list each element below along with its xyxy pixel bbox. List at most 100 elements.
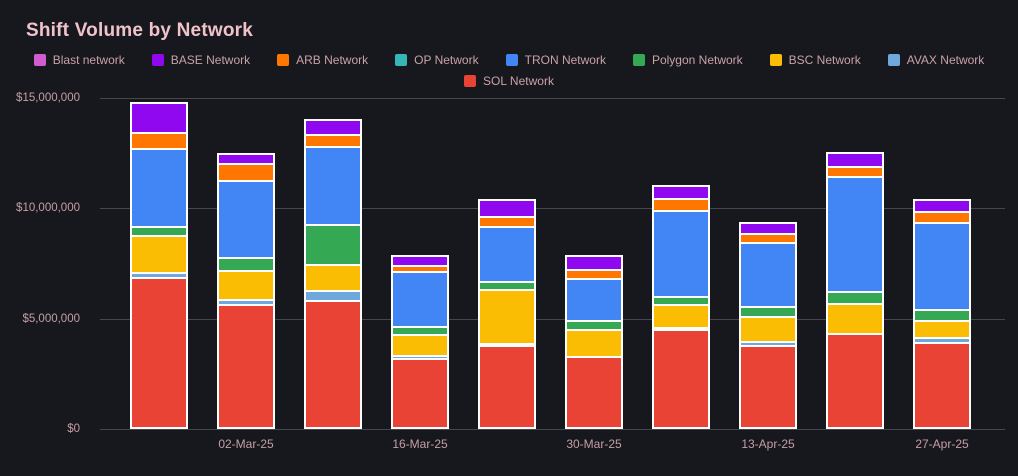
legend-swatch-icon: [887, 54, 900, 66]
legend-label: OP Network: [414, 53, 479, 67]
bar-segment-tron-network: [306, 146, 360, 225]
legend-item-arb-network[interactable]: ARB Network: [277, 53, 368, 67]
legend-label: SOL Network: [483, 74, 554, 88]
bar-segment-bsc-network: [915, 319, 969, 337]
bar-segment-bsc-network: [393, 333, 447, 356]
bar-segment-arb-network: [219, 163, 273, 180]
bar-segment-base-network: [306, 120, 360, 135]
y-tick-label: $10,000,000: [16, 202, 80, 215]
bar-segment-arb-network: [567, 269, 621, 279]
bar-segment-base-network: [219, 154, 273, 164]
legend-row: SOL Network: [464, 74, 554, 88]
legend-label: Polygon Network: [651, 53, 743, 67]
bar-segment-arb-network: [306, 134, 360, 146]
bar-segment-polygon-network: [306, 224, 360, 264]
chart-plot-area: $0 $5,000,000 $10,000,000 $15,000,000: [16, 92, 1005, 435]
gridline: [100, 318, 1005, 320]
bar-segment-avax-network: [306, 289, 360, 300]
bar-segment-base-network: [567, 256, 621, 270]
x-tick-label: 16-Mar-25: [392, 437, 448, 451]
bar-segment-base-network: [915, 200, 969, 212]
legend-item-polygon-network[interactable]: Polygon Network: [632, 53, 743, 67]
bar-segment-polygon-network: [132, 225, 186, 235]
legend-swatch-icon: [395, 54, 408, 66]
bar-segment-avax-network: [915, 336, 969, 342]
bar-segment-sol-network: [654, 329, 708, 427]
bar-segment-bsc-network: [306, 263, 360, 290]
bar-segment-arb-network: [393, 265, 447, 272]
bar-segment-base-network: [480, 200, 534, 216]
bar-segment-bsc-network: [567, 329, 621, 356]
legend-item-blast-network[interactable]: Blast network: [33, 53, 125, 67]
legend-item-base-network[interactable]: BASE Network: [151, 53, 251, 67]
stacked-bar: [217, 152, 275, 429]
y-tick-label: $15,000,000: [16, 92, 80, 104]
bar-segment-sol-network: [132, 276, 186, 427]
bar-segment-tron-network: [132, 148, 186, 226]
legend-label: TRON Network: [524, 53, 606, 67]
legend-swatch-icon: [277, 54, 290, 66]
bar-segment-sol-network: [741, 345, 795, 427]
bar-segment-bsc-network: [741, 316, 795, 341]
stacked-bar: [304, 118, 362, 429]
bar-segment-arb-network: [654, 197, 708, 211]
bar-segment-bsc-network: [132, 234, 186, 272]
legend-item-bsc-network[interactable]: BSC Network: [769, 53, 861, 67]
legend-swatch-icon: [33, 54, 46, 66]
bar-segment-base-network: [393, 256, 447, 266]
bar-segment-tron-network: [393, 271, 447, 327]
bar-segment-tron-network: [567, 278, 621, 321]
bar-segment-arb-network: [741, 233, 795, 242]
legend-label: ARB Network: [296, 53, 369, 67]
gridline: [100, 429, 1005, 430]
bar-segment-tron-network: [654, 210, 708, 296]
legend-label: BSC Network: [788, 53, 861, 67]
bar-segment-tron-network: [219, 179, 273, 257]
legend-item-tron-network[interactable]: TRON Network: [505, 53, 606, 67]
bar-segment-arb-network: [132, 131, 186, 149]
stacked-bar: [391, 254, 449, 429]
bar-segment-base-network: [132, 104, 186, 132]
bar-segment-polygon-network: [480, 281, 534, 290]
bar-segment-avax-network: [393, 355, 447, 358]
bar-segment-sol-network: [219, 304, 273, 427]
bar-segment-tron-network: [828, 175, 882, 292]
legend-item-op-network[interactable]: OP Network: [395, 53, 479, 67]
bar-segment-sol-network: [915, 341, 969, 427]
bar-segment-tron-network: [741, 241, 795, 307]
legend-label: BASE Network: [170, 53, 251, 67]
stacked-bar: [565, 254, 623, 429]
chart-title: Shift Volume by Network: [26, 20, 253, 41]
stacked-bar: [130, 102, 188, 429]
bar-segment-bsc-network: [219, 269, 273, 300]
stacked-bar: [478, 198, 536, 429]
bar-segment-tron-network: [480, 225, 534, 282]
legend-swatch-icon: [632, 54, 645, 66]
bar-segment-sol-network: [480, 345, 534, 427]
bar-segment-base-network: [654, 186, 708, 198]
bar-segment-polygon-network: [393, 326, 447, 334]
bar-segment-avax-network: [132, 271, 186, 277]
y-tick-label: $0: [67, 423, 80, 435]
legend-row: Blast network BASE Network ARB Network OP N…: [33, 53, 985, 67]
stacked-bar: [652, 184, 710, 429]
bar-segment-polygon-network: [567, 320, 621, 330]
legend-label: AVAX Network: [906, 53, 985, 67]
x-tick-label: 27-Apr-25: [915, 437, 969, 451]
bar-segment-sol-network: [828, 333, 882, 427]
x-tick-label: 13-Apr-25: [741, 437, 795, 451]
bar-segment-bsc-network: [828, 302, 882, 334]
bar-segment-base-network: [741, 224, 795, 234]
bar-segment-bsc-network: [480, 289, 534, 343]
bar-segment-arb-network: [915, 211, 969, 223]
bar-segment-polygon-network: [219, 256, 273, 270]
x-tick-label: 30-Mar-25: [566, 437, 622, 451]
legend-item-sol-network[interactable]: SOL Network: [464, 74, 554, 88]
legend-item-avax-network[interactable]: AVAX Network: [887, 53, 985, 67]
bar-segment-tron-network: [915, 222, 969, 309]
bar-segment-avax-network: [654, 327, 708, 330]
bar-segment-avax-network: [219, 299, 273, 305]
bar-segment-polygon-network: [654, 295, 708, 305]
bar-segment-sol-network: [393, 357, 447, 427]
legend-label: Blast network: [52, 53, 125, 67]
